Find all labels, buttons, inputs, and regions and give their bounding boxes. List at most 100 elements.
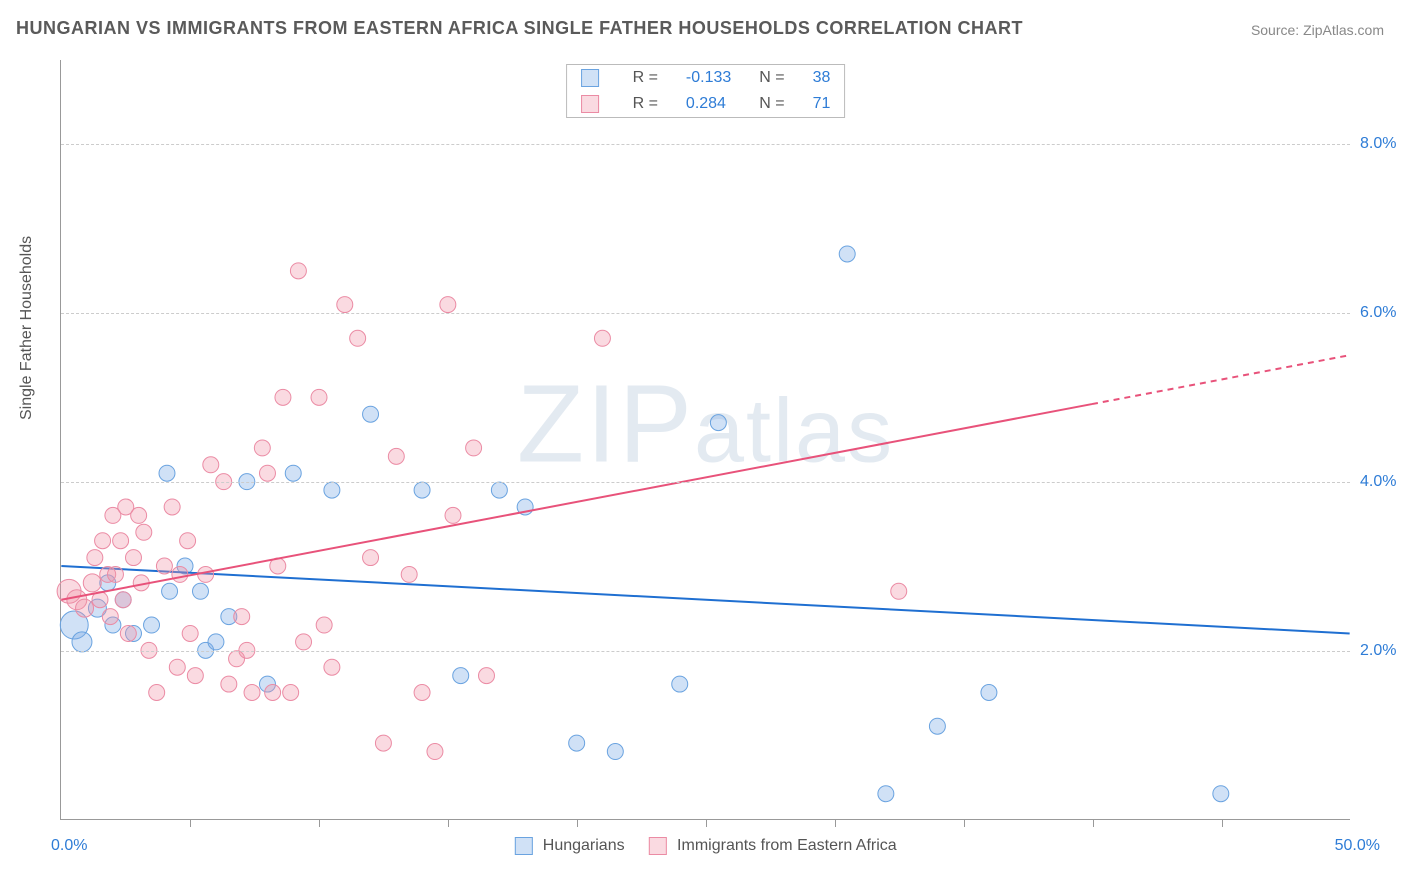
data-point	[363, 550, 379, 566]
data-point	[296, 634, 312, 650]
data-point	[83, 574, 101, 592]
n-value-hungarians: 38	[799, 65, 845, 91]
data-point	[324, 482, 340, 498]
data-point	[126, 550, 142, 566]
data-point	[172, 566, 188, 582]
r-value-immigrants: 0.284	[672, 91, 745, 117]
data-point	[1213, 786, 1229, 802]
data-point	[156, 558, 172, 574]
data-point	[113, 533, 129, 549]
n-value-immigrants: 71	[799, 91, 845, 117]
data-point	[324, 659, 340, 675]
data-point	[427, 744, 443, 760]
r-value-hungarians: -0.133	[672, 65, 745, 91]
data-point	[87, 550, 103, 566]
plot-area: ZIPatlas R = -0.133 N = 38 R = 0.284 N =…	[60, 60, 1350, 820]
data-point	[136, 524, 152, 540]
data-point	[388, 448, 404, 464]
data-point	[169, 659, 185, 675]
x-axis-max-label: 50.0%	[1335, 837, 1380, 855]
data-point	[440, 297, 456, 313]
data-point	[311, 389, 327, 405]
data-point	[478, 668, 494, 684]
data-point	[208, 634, 224, 650]
data-point	[316, 617, 332, 633]
gridline	[61, 313, 1350, 314]
data-point	[192, 583, 208, 599]
data-point	[594, 330, 610, 346]
data-point	[350, 330, 366, 346]
x-tick	[835, 819, 836, 827]
data-point	[187, 668, 203, 684]
data-point	[285, 465, 301, 481]
data-point	[259, 465, 275, 481]
legend-item-immigrants: Immigrants from Eastern Africa	[649, 837, 897, 855]
data-point	[144, 617, 160, 633]
y-tick-label: 6.0%	[1360, 304, 1406, 322]
trend-line-dashed	[1092, 355, 1350, 404]
gridline	[61, 144, 1350, 145]
data-point	[234, 609, 250, 625]
x-tick	[190, 819, 191, 827]
data-point	[401, 566, 417, 582]
x-axis-min-label: 0.0%	[51, 837, 87, 855]
n-label: N =	[745, 65, 798, 91]
data-point	[375, 735, 391, 751]
legend-label-immigrants: Immigrants from Eastern Africa	[677, 837, 897, 854]
x-tick	[448, 819, 449, 827]
series-legend: Hungarians Immigrants from Eastern Afric…	[514, 837, 896, 855]
gridline	[61, 651, 1350, 652]
gridline	[61, 482, 1350, 483]
chart-svg	[61, 60, 1350, 819]
x-tick	[1222, 819, 1223, 827]
data-point	[72, 632, 92, 652]
data-point	[102, 609, 118, 625]
data-point	[929, 718, 945, 734]
data-point	[182, 625, 198, 641]
data-point	[414, 685, 430, 701]
y-axis-label: Single Father Households	[18, 236, 36, 420]
swatch-hungarians-icon	[514, 837, 532, 855]
n-label: N =	[745, 91, 798, 117]
data-point	[159, 465, 175, 481]
data-point	[115, 592, 131, 608]
stats-row-hungarians: R = -0.133 N = 38	[567, 65, 845, 91]
y-tick-label: 2.0%	[1360, 642, 1406, 660]
x-tick	[964, 819, 965, 827]
data-point	[283, 685, 299, 701]
data-point	[164, 499, 180, 515]
data-point	[414, 482, 430, 498]
data-point	[569, 735, 585, 751]
data-point	[363, 406, 379, 422]
data-point	[180, 533, 196, 549]
data-point	[607, 744, 623, 760]
data-point	[203, 457, 219, 473]
data-point	[275, 389, 291, 405]
data-point	[672, 676, 688, 692]
data-point	[445, 507, 461, 523]
data-point	[337, 297, 353, 313]
data-point	[710, 415, 726, 431]
data-point	[891, 583, 907, 599]
data-point	[466, 440, 482, 456]
data-point	[198, 566, 214, 582]
swatch-hungarians-icon	[581, 69, 599, 87]
swatch-immigrants-icon	[581, 95, 599, 113]
data-point	[95, 533, 111, 549]
y-tick-label: 8.0%	[1360, 135, 1406, 153]
trend-line	[61, 404, 1092, 600]
data-point	[107, 566, 123, 582]
data-point	[491, 482, 507, 498]
data-point	[162, 583, 178, 599]
data-point	[131, 507, 147, 523]
y-tick-label: 4.0%	[1360, 473, 1406, 491]
chart-title: HUNGARIAN VS IMMIGRANTS FROM EASTERN AFR…	[16, 18, 1023, 39]
data-point	[254, 440, 270, 456]
data-point	[221, 676, 237, 692]
data-point	[839, 246, 855, 262]
data-point	[120, 625, 136, 641]
stats-row-immigrants: R = 0.284 N = 71	[567, 91, 845, 117]
r-label: R =	[619, 65, 672, 91]
r-label: R =	[619, 91, 672, 117]
x-tick	[1093, 819, 1094, 827]
